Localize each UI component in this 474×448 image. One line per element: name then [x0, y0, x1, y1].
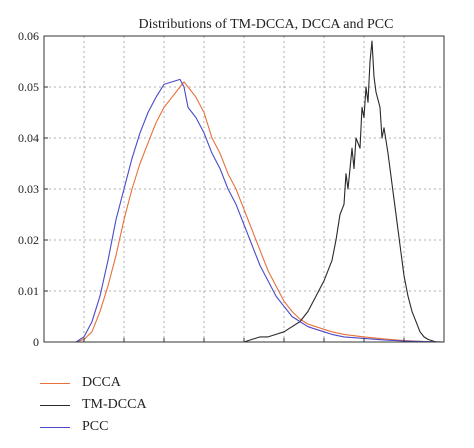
legend-label: DCCA [82, 375, 121, 390]
series-line-dcca [75, 81, 445, 343]
legend-item-dcca: DCCA [40, 372, 147, 394]
x-tick-label: 0.9 [437, 348, 452, 350]
x-tick-label: 0.2 [157, 348, 172, 350]
legend-swatch [40, 382, 70, 384]
series-line-pcc [75, 78, 445, 343]
legend-item-tm-dcca: TM-DCCA [40, 394, 147, 416]
legend-label: PCC [82, 419, 109, 434]
x-tick-label: 0.4 [237, 348, 252, 350]
legend-swatch [40, 404, 70, 406]
y-tick-label: 0 [33, 335, 39, 349]
legend-swatch [40, 426, 70, 428]
legend-label: TM-DCCA [82, 397, 147, 412]
x-tick-label: 0.7 [357, 348, 372, 350]
y-tick-label: 0.02 [18, 233, 39, 247]
axis-ticks: −0.100.10.20.30.40.50.60.70.80.900.010.0… [18, 29, 452, 362]
y-tick-label: 0.04 [18, 131, 39, 145]
y-tick-label: 0.06 [18, 29, 39, 43]
y-tick-label: 0.01 [18, 284, 39, 298]
chart-svg: Distributions of TM-DCCA, DCCA and PCC −… [18, 17, 452, 362]
y-tick-label: 0.03 [18, 182, 39, 196]
x-tick-label: 0.8 [397, 348, 412, 350]
series-lines [75, 40, 445, 343]
legend-item-pcc: PCC [40, 416, 147, 438]
legend: DCCA TM-DCCA PCC [40, 372, 147, 438]
x-tick-label: 0.3 [197, 348, 212, 350]
x-tick-label: 0.6 [317, 348, 332, 350]
chart-title: Distributions of TM-DCCA, DCCA and PCC [139, 17, 394, 32]
x-tick-label: 0 [81, 348, 87, 350]
y-tick-label: 0.05 [18, 80, 39, 94]
x-tick-label: 0.1 [117, 348, 132, 350]
series-line-tm-dcca [243, 40, 437, 343]
x-tick-label: 0.5 [277, 348, 292, 350]
grid-lines [44, 36, 444, 342]
